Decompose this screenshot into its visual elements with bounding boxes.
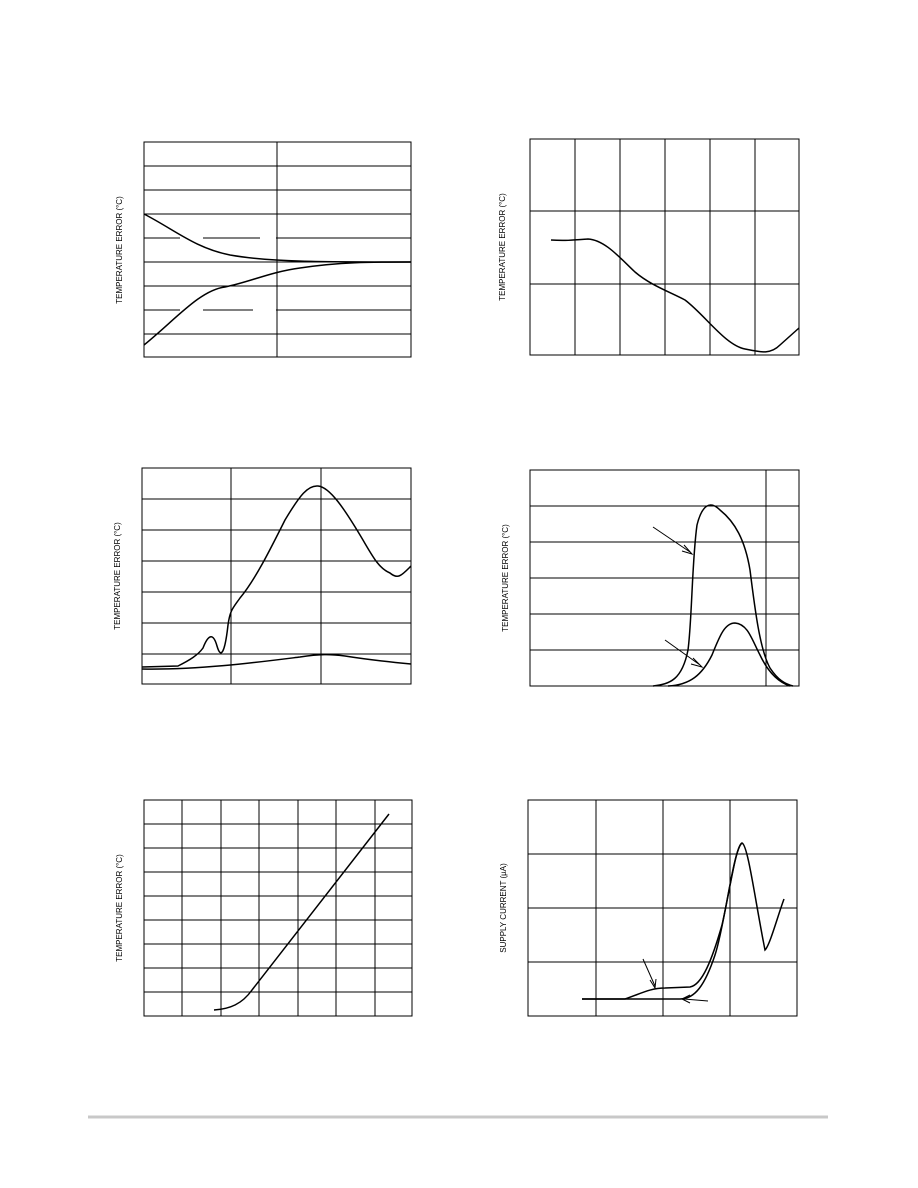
- arrow: [652, 526, 704, 668]
- curve: [550, 238, 800, 353]
- plot-frame: [143, 799, 413, 1017]
- graph-3: TEMPERATURE ERROR (°C): [113, 467, 412, 685]
- grid: [530, 139, 799, 355]
- y-axis-label: TEMPERATURE ERROR (°C): [115, 196, 124, 304]
- y-axis-label: TEMPERATURE ERROR (°C): [498, 193, 507, 301]
- graph-2: TEMPERATURE ERROR (°C): [498, 138, 800, 356]
- curve: [582, 842, 743, 1000]
- graph-6: SUPPLY CURRENT (µA): [499, 799, 798, 1017]
- curve: [143, 261, 412, 346]
- graph-5: TEMPERATURE ERROR (°C): [115, 799, 413, 1017]
- curve: [582, 842, 785, 1000]
- curve: [652, 504, 794, 687]
- graph-4: TEMPERATURE ERROR (°C): [501, 469, 800, 687]
- curve: [143, 213, 412, 263]
- curve: [213, 813, 390, 1011]
- curve: [141, 653, 412, 670]
- grid: [528, 800, 797, 1016]
- plot-frame: [141, 467, 412, 685]
- grid: [144, 800, 412, 1016]
- arrow: [642, 958, 709, 1004]
- y-axis-label: TEMPERATURE ERROR (°C): [501, 524, 510, 632]
- grid: [144, 142, 411, 357]
- y-axis-label: SUPPLY CURRENT (µA): [499, 863, 508, 953]
- graph-1: TEMPERATURE ERROR (°C): [115, 141, 412, 358]
- y-axis-label: TEMPERATURE ERROR (°C): [115, 854, 124, 962]
- grid: [142, 468, 411, 684]
- curve: [667, 622, 791, 687]
- curve: [141, 485, 412, 668]
- y-axis-label: TEMPERATURE ERROR (°C): [113, 522, 122, 630]
- grid: [530, 470, 799, 686]
